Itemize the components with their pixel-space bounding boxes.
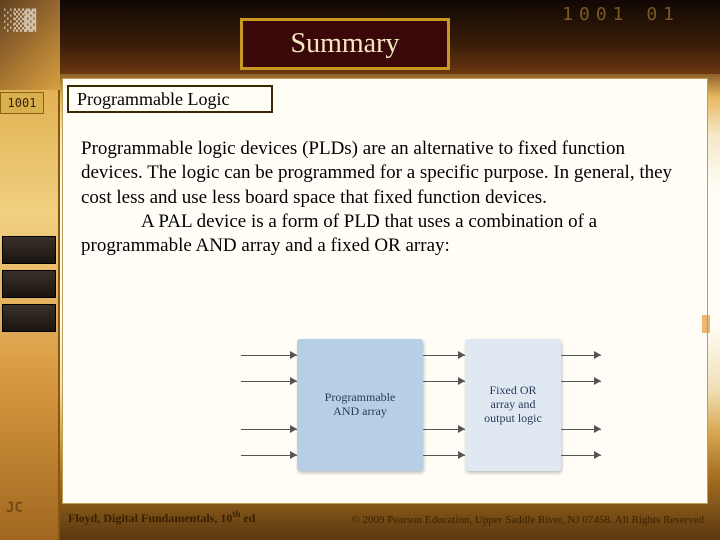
- pal-block-diagram: Programmable AND array Fixed OR array an…: [241, 339, 601, 479]
- fixed-or-array-label: Fixed OR array and output logic: [465, 339, 561, 471]
- section-heading-box: Programmable Logic: [67, 85, 273, 113]
- arrowhead-icon: [458, 425, 465, 433]
- chip-icon: [2, 270, 56, 298]
- slide-title-box: Summary: [240, 18, 450, 70]
- footer-left-main: Floyd, Digital Fundamentals, 10: [68, 511, 232, 525]
- arrowhead-icon: [290, 425, 297, 433]
- left-decorative-strip: ░▒▓ 1001 JC: [0, 0, 60, 540]
- strip-binary-tag: 1001: [0, 92, 44, 114]
- left-box-line2: AND array: [333, 405, 387, 419]
- arrowhead-icon: [290, 451, 297, 459]
- programmable-and-array-label: Programmable AND array: [297, 339, 423, 471]
- arrowhead-icon: [594, 351, 601, 359]
- title-bg-glyphs: 1001 01: [562, 4, 680, 25]
- body-text: Programmable logic devices (PLDs) are an…: [81, 137, 691, 259]
- diagram-input-line: [241, 429, 297, 430]
- arrowhead-icon: [458, 377, 465, 385]
- right-box-line3: output logic: [484, 412, 542, 426]
- paragraph-1: Programmable logic devices (PLDs) are an…: [81, 138, 672, 208]
- footer-left: Floyd, Digital Fundamentals, 10th ed: [68, 509, 255, 526]
- left-box-line1: Programmable: [325, 391, 396, 405]
- arrowhead-icon: [290, 377, 297, 385]
- diagram-input-line: [241, 381, 297, 382]
- content-page: Programmable Logic Programmable logic de…: [62, 78, 708, 504]
- diagram-input-line: [241, 455, 297, 456]
- diagram-input-line: [241, 355, 297, 356]
- right-box-line2: array and: [491, 398, 536, 412]
- arrowhead-icon: [594, 425, 601, 433]
- strip-chip-stack: [0, 230, 60, 400]
- right-box-line1: Fixed OR: [489, 384, 536, 398]
- chip-icon: [2, 304, 56, 332]
- strip-top-tile: ░▒▓: [0, 0, 60, 90]
- paragraph-2: A PAL device is a form of PLD that uses …: [81, 211, 597, 256]
- slide-title: Summary: [291, 28, 400, 60]
- arrowhead-icon: [594, 451, 601, 459]
- footer-right: © 2009 Pearson Education, Upper Saddle R…: [351, 514, 704, 526]
- section-heading: Programmable Logic: [77, 89, 229, 110]
- strip-top-glyph: ░▒▓: [4, 8, 34, 32]
- arrowhead-icon: [290, 351, 297, 359]
- arrowhead-icon: [458, 451, 465, 459]
- arrowhead-icon: [458, 351, 465, 359]
- footer-left-tail: ed: [240, 511, 255, 525]
- arrowhead-icon: [594, 377, 601, 385]
- strip-jc-label: JC: [6, 500, 23, 516]
- decorative-orange-tick: [702, 315, 710, 333]
- chip-icon: [2, 236, 56, 264]
